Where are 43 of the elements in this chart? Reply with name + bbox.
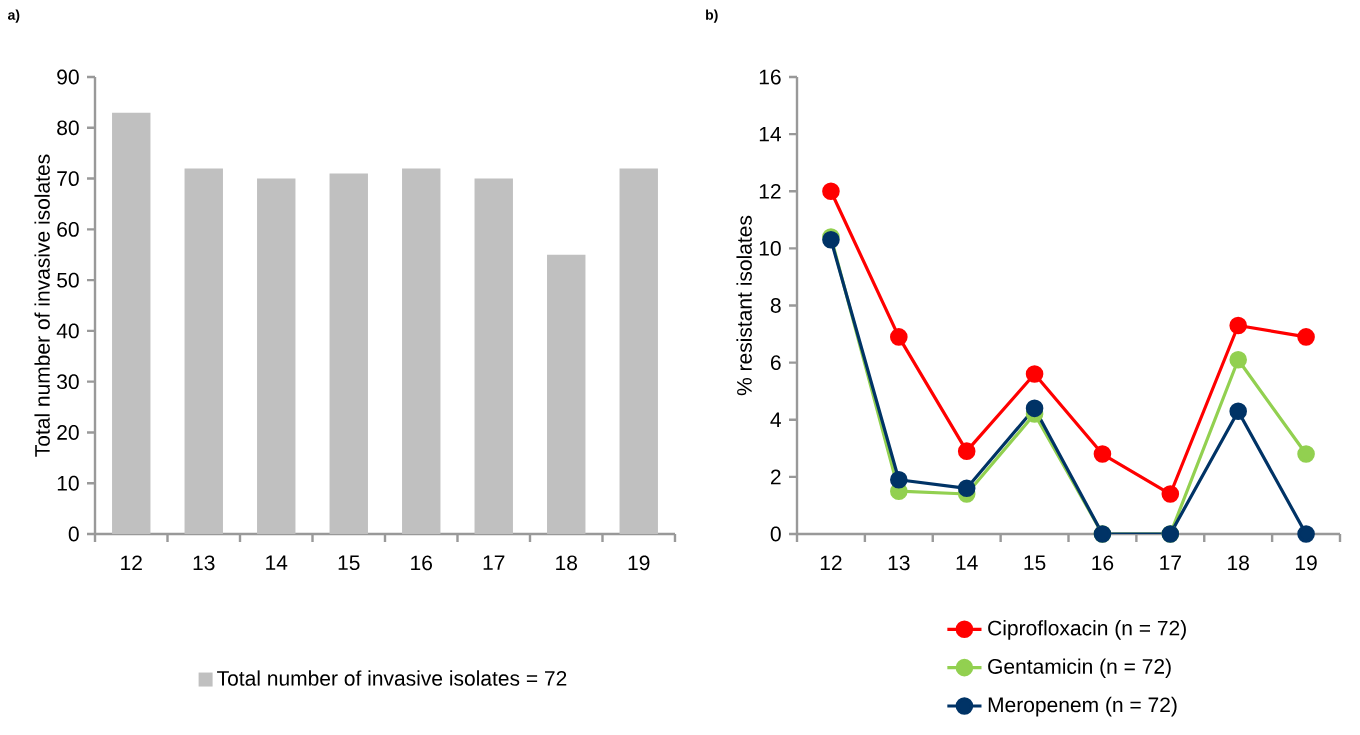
y-tick-label: 20 — [57, 425, 79, 440]
x-tick-label: 14 — [266, 555, 288, 570]
x-tick-label: 13 — [193, 555, 215, 571]
x-tick-label: 12 — [121, 555, 142, 571]
y-tick-label: 80 — [57, 120, 79, 136]
y-tick-label: 70 — [57, 171, 79, 187]
y-tick-label: 30 — [57, 374, 79, 390]
y-tick-label: 6 — [771, 355, 781, 371]
x-tick-label: 15 — [1024, 555, 1046, 571]
x-tick-label: 15 — [338, 555, 360, 571]
y-tick-label: 14 — [759, 126, 781, 142]
y-tick-label: 10 — [57, 475, 79, 491]
chart-title: a) — [7, 9, 20, 23]
legend-label: Meropenem (n = 72) — [988, 696, 1177, 717]
y-tick-label: 2 — [771, 469, 781, 485]
x-tick-label: 18 — [1228, 555, 1249, 571]
legend-label: Ciprofloxacin (n = 72) — [988, 620, 1186, 640]
y-tick-label: 0 — [770, 526, 781, 542]
y-tick-label: 50 — [57, 272, 79, 288]
x-tick-label: 13 — [888, 555, 910, 571]
x-tick-label: 19 — [1295, 555, 1317, 571]
y-tick-label: 60 — [57, 221, 79, 237]
x-tick-label: 16 — [1092, 555, 1114, 571]
y-axis-title: % resistant isolates — [736, 215, 752, 396]
x-tick-label: 17 — [1160, 555, 1181, 570]
x-tick-label: 14 — [956, 555, 978, 570]
legend-label: Gentamicin (n = 72) — [988, 658, 1171, 679]
y-axis-title: Total number of invasive isolates — [34, 154, 50, 457]
y-tick-label: 10 — [759, 240, 781, 256]
y-tick-label: 12 — [759, 183, 781, 199]
y-tick-label: 8 — [770, 298, 781, 313]
legend-label: Total number of invasive isolates = 72 — [217, 670, 567, 686]
x-tick-label: 12 — [820, 555, 842, 571]
x-tick-label: 17 — [483, 555, 505, 570]
chart-title: b) — [706, 9, 718, 23]
y-tick-label: 16 — [759, 69, 781, 85]
y-tick-label: 4 — [770, 412, 781, 427]
x-tick-label: 19 — [628, 555, 650, 571]
x-tick-label: 18 — [556, 555, 577, 571]
y-tick-label: 0 — [68, 526, 79, 542]
y-tick-label: 90 — [57, 69, 79, 85]
y-tick-label: 40 — [56, 323, 79, 339]
x-tick-label: 16 — [411, 555, 432, 571]
